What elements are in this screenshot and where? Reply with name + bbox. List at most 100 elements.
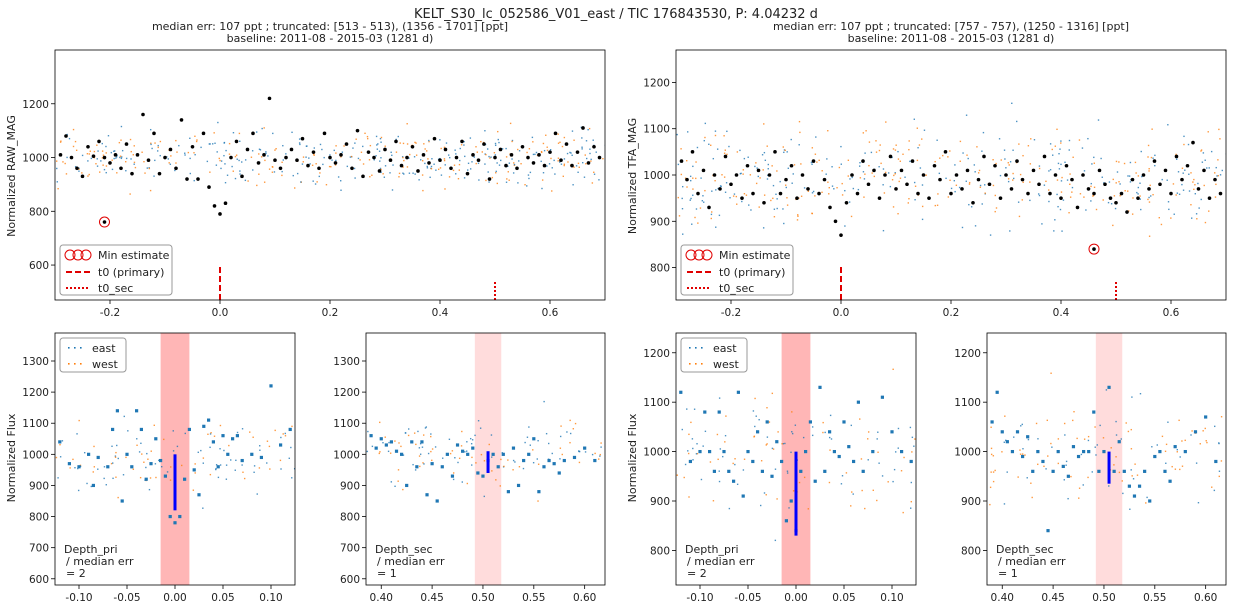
raw-point (274, 149, 276, 151)
raw-point (811, 434, 814, 437)
raw-point (373, 159, 375, 161)
raw-point (514, 461, 516, 463)
raw-point (772, 448, 775, 450)
binned-point (80, 174, 85, 179)
raw-point (557, 160, 559, 162)
raw-point (153, 424, 155, 427)
raw-point (910, 507, 912, 509)
raw-point (798, 197, 800, 199)
raw-point (507, 165, 509, 167)
raw-point (174, 169, 176, 172)
raw-point (413, 156, 416, 158)
raw-point (1164, 450, 1167, 453)
raw-point (949, 179, 951, 181)
raw-point (1115, 434, 1118, 436)
binned-point (553, 131, 558, 136)
raw-point (340, 156, 342, 158)
raw-point (74, 467, 76, 469)
x-tick-label: 0.00 (784, 592, 807, 604)
raw-point (1136, 191, 1138, 194)
raw-point (695, 208, 698, 210)
raw-point (959, 140, 962, 143)
raw-point (430, 168, 433, 170)
raw-point (55, 456, 58, 459)
raw-point (491, 456, 493, 458)
raw-point (387, 450, 390, 453)
binned-point (1174, 154, 1179, 159)
raw-point (274, 429, 276, 432)
binned-point (216, 465, 220, 469)
raw-point (258, 153, 260, 155)
raw-point (526, 436, 529, 438)
binned-point (202, 424, 206, 428)
y-tick-label: 1200 (954, 348, 981, 360)
raw-point (812, 190, 815, 193)
raw-point (329, 154, 331, 156)
raw-point (524, 184, 526, 186)
raw-point (704, 136, 706, 139)
raw-point (1152, 157, 1154, 159)
binned-point (822, 177, 827, 182)
raw-point (761, 154, 764, 156)
raw-point (1007, 180, 1010, 183)
raw-point (590, 160, 592, 162)
raw-point (1175, 158, 1178, 160)
binned-point (179, 118, 184, 122)
raw-point (218, 157, 220, 160)
raw-point (455, 173, 457, 175)
raw-point (281, 161, 283, 163)
raw-point (1009, 161, 1012, 163)
raw-point (829, 449, 831, 451)
raw-point (851, 176, 853, 179)
raw-point (1059, 208, 1062, 211)
raw-point (471, 439, 474, 441)
binned-point (339, 153, 343, 157)
raw-point (862, 132, 865, 134)
binned-point (149, 462, 153, 466)
raw-point (1060, 180, 1063, 182)
x-tick-label: 0.4 (1053, 307, 1070, 319)
raw-point (743, 458, 746, 460)
binned-point (496, 465, 500, 469)
raw-point (390, 151, 392, 154)
raw-point (687, 452, 690, 455)
raw-point (687, 450, 689, 452)
binned-point (987, 182, 992, 187)
raw-point (1115, 420, 1117, 423)
raw-point (911, 436, 914, 439)
raw-point (460, 445, 463, 447)
raw-point (435, 169, 437, 171)
binned-point (328, 155, 332, 160)
binned-point (163, 155, 167, 160)
y-tick-label: 800 (29, 206, 49, 218)
binned-point (592, 144, 596, 149)
binned-point (800, 173, 805, 177)
raw-point (872, 489, 874, 492)
raw-point (1057, 438, 1060, 440)
raw-point (475, 462, 477, 464)
legend-label-t0-sec: t0_sec (98, 282, 133, 295)
raw-point (1220, 416, 1223, 418)
raw-point (354, 177, 356, 179)
binned-point (780, 459, 784, 464)
raw-point (300, 181, 302, 183)
raw-point (349, 156, 352, 158)
depth-note-line1: Depth_pri (685, 543, 739, 556)
binned-point (773, 150, 777, 154)
raw-point (1119, 183, 1121, 185)
raw-point (570, 152, 572, 154)
binned-point (1180, 177, 1184, 182)
binned-point (389, 440, 394, 444)
raw-point (116, 444, 118, 447)
raw-point (1130, 469, 1132, 471)
binned-point (154, 437, 158, 441)
raw-point (194, 463, 196, 465)
binned-point (542, 465, 546, 469)
binned-point (1125, 210, 1129, 214)
raw-point (1020, 425, 1022, 427)
raw-point (1217, 159, 1219, 161)
raw-point (550, 157, 552, 160)
raw-point (430, 165, 433, 168)
raw-point (367, 430, 369, 433)
